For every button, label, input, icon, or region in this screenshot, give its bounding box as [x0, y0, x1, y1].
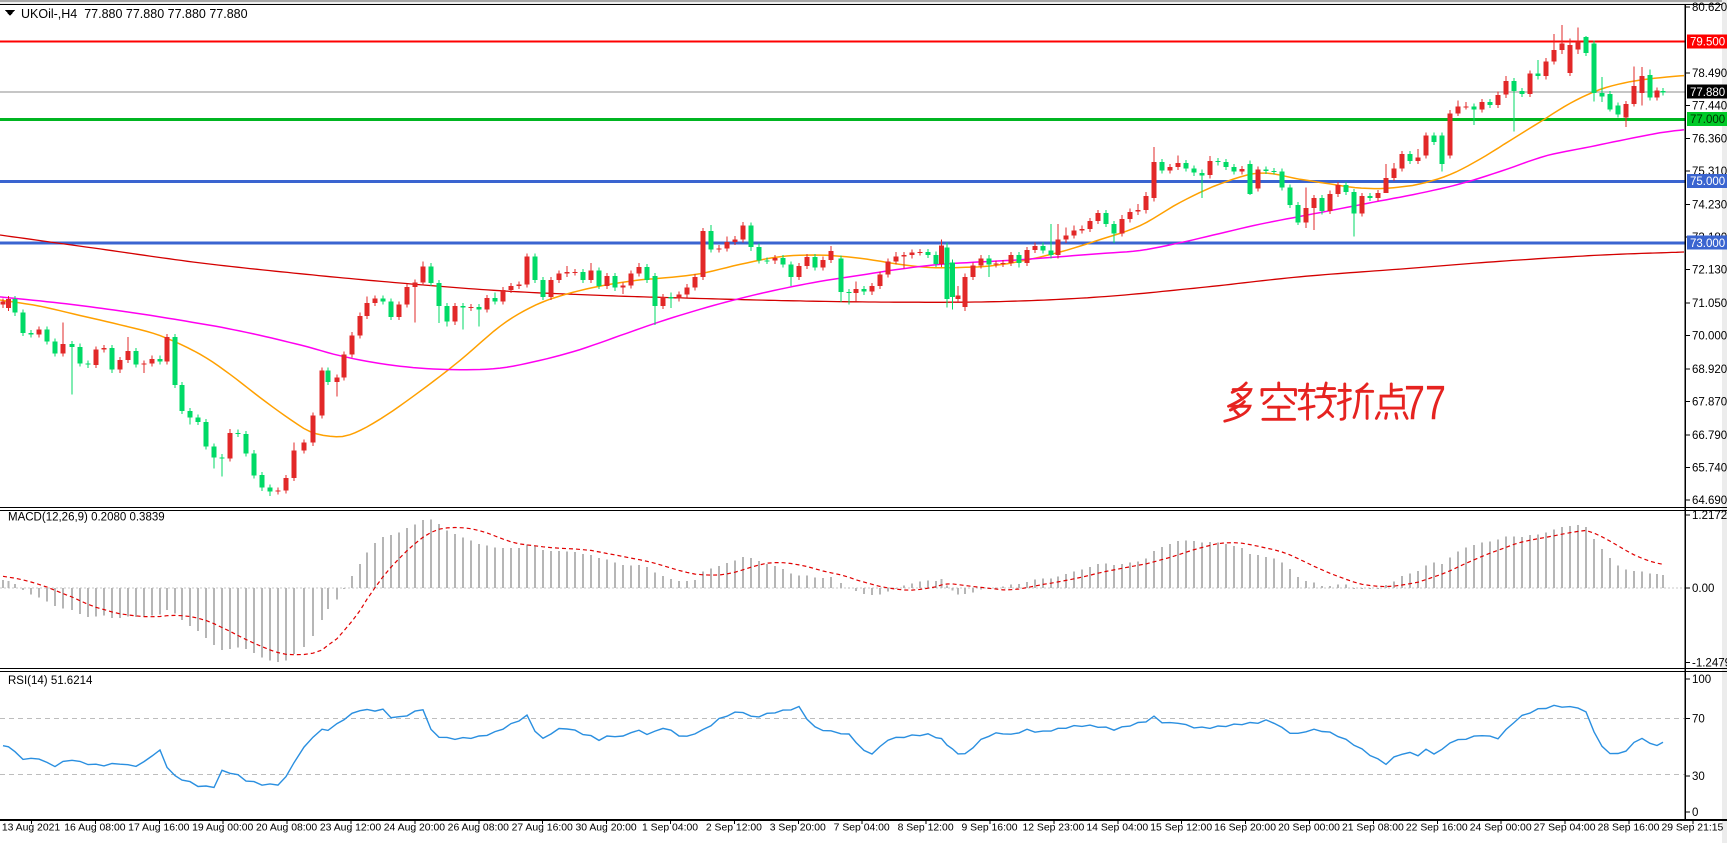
svg-text:30: 30 [1692, 771, 1705, 783]
svg-text:20 Aug 08:00: 20 Aug 08:00 [256, 823, 317, 834]
svg-text:1.2172: 1.2172 [1692, 510, 1727, 522]
svg-text:16 Sep 20:00: 16 Sep 20:00 [1214, 823, 1276, 834]
svg-text:30 Aug 20:00: 30 Aug 20:00 [575, 823, 636, 834]
svg-text:MACD(12,26,9) 0.2080 0.3839: MACD(12,26,9) 0.2080 0.3839 [8, 512, 165, 524]
svg-text:64.690: 64.690 [1692, 495, 1727, 507]
svg-text:26 Aug 08:00: 26 Aug 08:00 [448, 823, 509, 834]
svg-text:UKOil-,H4 77.880 77.880 77.88: UKOil-,H4 77.880 77.880 77.880 77.880 [21, 7, 248, 21]
svg-text:17 Aug 16:00: 17 Aug 16:00 [128, 823, 189, 834]
svg-text:67.870: 67.870 [1692, 397, 1727, 409]
svg-text:23 Aug 12:00: 23 Aug 12:00 [320, 823, 381, 834]
svg-text:14 Sep 04:00: 14 Sep 04:00 [1086, 823, 1148, 834]
svg-text:78.490: 78.490 [1692, 68, 1727, 80]
svg-text:21 Sep 08:00: 21 Sep 08:00 [1342, 823, 1404, 834]
svg-text:19 Aug 00:00: 19 Aug 00:00 [192, 823, 253, 834]
svg-text:70.000: 70.000 [1692, 331, 1727, 343]
svg-text:28 Sep 16:00: 28 Sep 16:00 [1598, 823, 1660, 834]
svg-text:0: 0 [1692, 807, 1698, 819]
svg-text:70: 70 [1692, 714, 1705, 726]
svg-text:24 Aug 20:00: 24 Aug 20:00 [384, 823, 445, 834]
svg-text:100: 100 [1692, 674, 1711, 686]
svg-text:77: 77 [1404, 377, 1446, 430]
svg-text:77.440: 77.440 [1692, 100, 1727, 112]
svg-text:12 Sep 23:00: 12 Sep 23:00 [1022, 823, 1084, 834]
svg-text:27 Aug 16:00: 27 Aug 16:00 [512, 823, 573, 834]
svg-text:2 Sep 12:00: 2 Sep 12:00 [706, 823, 762, 834]
svg-text:77.000: 77.000 [1690, 114, 1725, 126]
svg-text:24 Sep 00:00: 24 Sep 00:00 [1470, 823, 1532, 834]
svg-text:29 Sep 21:15: 29 Sep 21:15 [1661, 823, 1723, 834]
svg-text:72.130: 72.130 [1692, 265, 1727, 277]
svg-text:71.050: 71.050 [1692, 298, 1727, 310]
svg-text:-1.2479: -1.2479 [1692, 657, 1727, 669]
svg-text:79.500: 79.500 [1690, 37, 1725, 49]
svg-text:22 Sep 16:00: 22 Sep 16:00 [1406, 823, 1468, 834]
svg-text:16 Aug 08:00: 16 Aug 08:00 [64, 823, 125, 834]
svg-text:74.230: 74.230 [1692, 200, 1727, 212]
svg-text:9 Sep 16:00: 9 Sep 16:00 [961, 823, 1017, 834]
svg-text:76.360: 76.360 [1692, 134, 1727, 146]
svg-text:66.790: 66.790 [1692, 430, 1727, 442]
svg-text:73.000: 73.000 [1690, 238, 1725, 250]
svg-text:77.880: 77.880 [1690, 87, 1725, 99]
svg-text:7 Sep 04:00: 7 Sep 04:00 [834, 823, 890, 834]
svg-text:15 Sep 12:00: 15 Sep 12:00 [1150, 823, 1212, 834]
svg-text:80.620: 80.620 [1692, 2, 1727, 14]
svg-text:65.740: 65.740 [1692, 463, 1727, 475]
svg-text:0.00: 0.00 [1692, 583, 1714, 595]
svg-text:27 Sep 04:00: 27 Sep 04:00 [1534, 823, 1596, 834]
svg-text:RSI(14) 51.6214: RSI(14) 51.6214 [8, 675, 93, 687]
svg-text:68.920: 68.920 [1692, 364, 1727, 376]
svg-text:1 Sep 04:00: 1 Sep 04:00 [642, 823, 698, 834]
svg-text:8 Sep 12:00: 8 Sep 12:00 [898, 823, 954, 834]
svg-text:75.000: 75.000 [1690, 176, 1725, 188]
svg-text:3 Sep 20:00: 3 Sep 20:00 [770, 823, 826, 834]
svg-text:13 Aug 2021: 13 Aug 2021 [2, 823, 61, 834]
svg-text:20 Sep 00:00: 20 Sep 00:00 [1278, 823, 1340, 834]
